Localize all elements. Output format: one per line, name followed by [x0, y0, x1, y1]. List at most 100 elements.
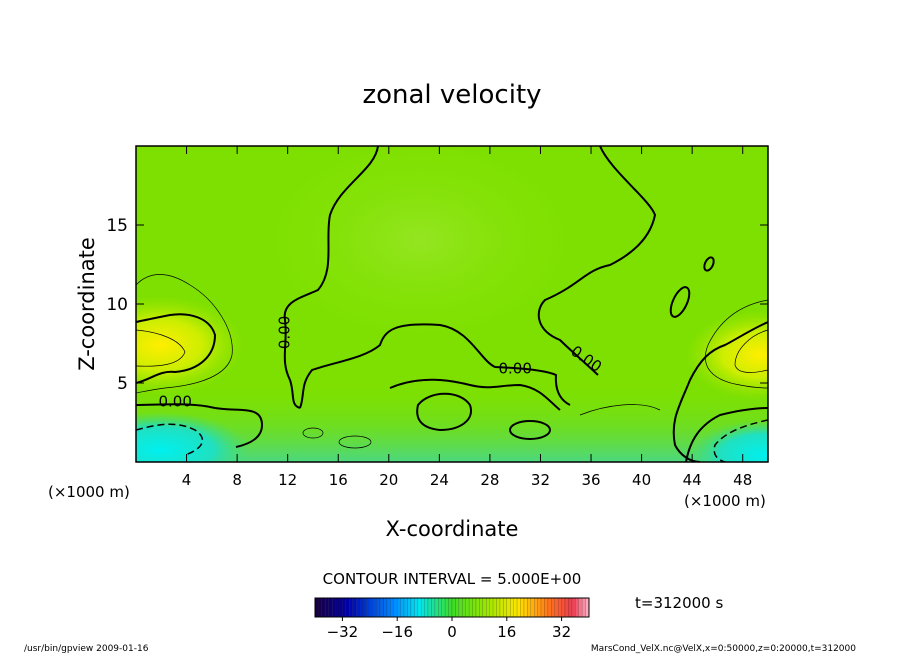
x-tick-label: 12 — [278, 471, 297, 489]
contour-pos5-right — [705, 299, 768, 389]
zero-contour-right-upper — [537, 146, 657, 376]
contour-small-1 — [302, 427, 324, 439]
x-tick-label: 16 — [329, 471, 348, 489]
colorbar-swatch — [410, 597, 415, 618]
colorbar-swatch — [578, 597, 583, 618]
colorbar-swatch — [540, 597, 545, 618]
colorbar-swatch — [325, 597, 329, 618]
contour-lines — [136, 146, 768, 462]
contour-pos10-right — [734, 329, 768, 373]
colorbar-swatch — [516, 597, 521, 618]
contour-neg5-left — [136, 423, 204, 456]
colorbar-swatch — [475, 597, 480, 618]
x-tick-label: 8 — [232, 471, 242, 489]
plot-area: 0.000.00 0.000.00 — [136, 146, 768, 462]
colorbar-swatch — [496, 597, 501, 618]
colorbar-swatch — [455, 597, 460, 618]
colorbar-swatch — [444, 597, 449, 618]
colorbar-swatch — [369, 597, 374, 618]
field-yellow-core-left — [136, 295, 245, 395]
footer-right: MarsCond_VelX.nc@VelX,x=0:50000,z=0:2000… — [591, 644, 856, 654]
colorbar-swatch — [441, 597, 446, 618]
colorbar-tick-label: −16 — [381, 623, 413, 641]
colorbar-swatch — [355, 597, 360, 618]
contour-label: 0.00 — [158, 392, 191, 410]
y-tick-label: 5 — [117, 374, 128, 394]
x-tick-label: 48 — [733, 471, 752, 489]
footer-left: /usr/bin/gpview 2009-01-16 — [24, 644, 149, 654]
colorbar-swatch — [523, 597, 528, 618]
colorbar-swatch — [571, 597, 576, 618]
colorbar-tick-label: 32 — [552, 623, 571, 641]
field-cyan-core-left — [136, 412, 250, 462]
zero-contour-left — [136, 313, 217, 384]
colorbar-swatch — [318, 597, 323, 618]
colorbar-swatch — [376, 597, 381, 618]
colorbar-swatch — [448, 597, 453, 618]
zero-contour-island-3 — [509, 420, 551, 440]
colorbar-swatch — [417, 597, 422, 618]
time-label: t=312000 s — [635, 594, 723, 612]
x-tick-label: 40 — [632, 471, 651, 489]
colorbar-swatch — [342, 597, 347, 618]
x-axis-ticks: 4 8 12 16 20 24 28 32 36 40 44 48 — [182, 146, 752, 489]
x-tick-label: 28 — [480, 471, 499, 489]
colorbar-swatch — [393, 597, 398, 618]
y-tick-label: 10 — [106, 295, 128, 315]
colorbar-swatch — [479, 597, 484, 618]
contour-pos5-left — [136, 274, 233, 394]
zero-contour-lower-center — [389, 378, 561, 411]
y-tick-label: 15 — [106, 216, 128, 236]
x-tick-label: 32 — [531, 471, 550, 489]
colorbar-swatch — [506, 597, 511, 618]
x-tick-label: 44 — [683, 471, 702, 489]
colorbar-swatch — [366, 597, 370, 618]
colorbar-tick-label: −32 — [327, 623, 359, 641]
colorbar-swatch — [510, 597, 514, 618]
colorbar-swatch — [397, 597, 401, 618]
colorbar-swatch — [489, 597, 494, 618]
x-unit-right: (×1000 m) — [684, 492, 766, 510]
colorbar-swatch — [564, 597, 569, 618]
colorbar-swatch — [547, 597, 552, 618]
colorbar-swatch — [557, 597, 562, 618]
colorbar-swatch — [451, 597, 456, 618]
zero-contour-right — [672, 321, 768, 462]
x-tick-label: 20 — [379, 471, 398, 489]
field-pale-region — [250, 146, 590, 350]
zero-contour-right-lower — [685, 407, 768, 462]
colorbar-swatch — [581, 597, 586, 618]
colorbar-swatch — [486, 597, 490, 618]
contour-small-2 — [338, 435, 372, 449]
x-tick-label: 4 — [182, 471, 192, 489]
y-axis-ticks: 5 10 15 — [106, 216, 768, 394]
colorbar-swatch — [400, 597, 405, 618]
colorbar-swatch — [321, 597, 326, 618]
colorbar-swatch — [338, 597, 343, 618]
colorbar-swatch — [544, 597, 549, 618]
colorbar-swatch — [520, 597, 525, 618]
colorbar-swatch — [403, 597, 408, 618]
colorbar-swatch — [314, 597, 319, 618]
zero-contour-central — [283, 146, 571, 409]
y-axis-label: Z-coordinate — [75, 237, 99, 371]
colorbar-swatch — [561, 597, 566, 618]
x-unit-left: (×1000 m) — [48, 483, 130, 501]
colorbar-tick-label: 16 — [497, 623, 516, 641]
colorbar-swatch — [349, 597, 353, 618]
colorbar-swatch — [352, 597, 357, 618]
zero-contour-lower-closed — [416, 392, 472, 432]
colorbar-swatch — [359, 597, 364, 618]
colorbar-swatch — [499, 597, 504, 618]
colorbar-swatch — [575, 597, 579, 618]
colorbar-swatch — [386, 597, 391, 618]
colorbar-swatch — [472, 597, 477, 618]
colorbar-swatch — [468, 597, 473, 618]
colorbar-ticks: −32 −16 0 16 32 — [327, 617, 571, 641]
chart-title: zonal velocity — [362, 80, 541, 110]
colorbar-swatch — [431, 597, 436, 618]
x-tick-label: 36 — [581, 471, 600, 489]
colorbar-tick-label: 0 — [447, 623, 457, 641]
colorbar-swatch — [362, 597, 367, 618]
contour-label: 0.00 — [276, 316, 294, 349]
